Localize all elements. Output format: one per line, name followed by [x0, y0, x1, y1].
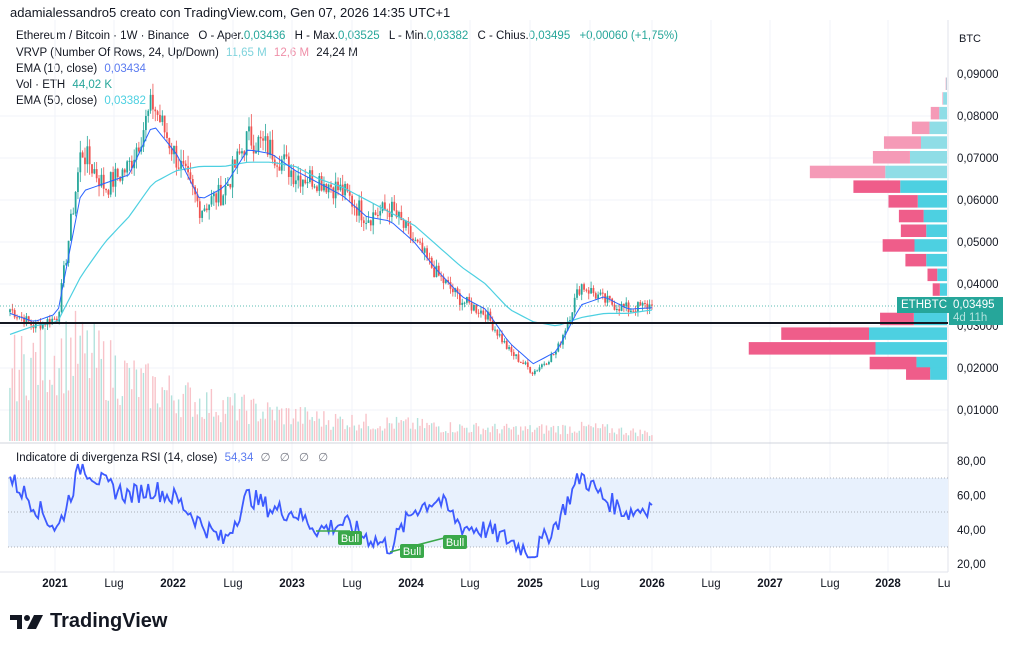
bull-label: Bull [341, 533, 359, 545]
price-tick: 0,04000 [957, 279, 999, 291]
volume-label: Vol · ETH [16, 79, 66, 91]
candlesticks [9, 83, 653, 377]
last-price-tag: 0,03495 4d 11h [949, 297, 1003, 325]
volume-value: 44,02 K [72, 79, 113, 91]
open-value: 0,03436 [243, 30, 286, 42]
close-label: C - Chius. [477, 30, 529, 42]
symbol-price-label: ETHBTC [897, 297, 951, 313]
tradingview-logo-icon [10, 614, 43, 629]
time-tick: Lug [820, 578, 839, 590]
rsi-tick: 40,00 [957, 525, 986, 537]
vrvp-label: VRVP (Number Of Rows, 24, Up/Down) [16, 47, 219, 59]
time-tick: Lu [938, 578, 951, 590]
low-value: 0,03382 [426, 30, 469, 42]
rsi-tick: 20,00 [957, 559, 986, 571]
time-tick: Lug [342, 578, 361, 590]
vrvp-total-value: 24,24 M [316, 47, 358, 59]
symbol-name: Ethereum / Bitcoin · 1W · Binance [16, 30, 190, 42]
ema50-legend[interactable]: EMA (50, close) 0,03382 [16, 95, 146, 107]
rsi-value: 54,34 [224, 452, 254, 464]
open-label: O - Aper. [198, 30, 244, 42]
time-tick: Lug [460, 578, 479, 590]
ema50-label: EMA (50, close) [16, 95, 98, 107]
vrvp-profile [748, 77, 947, 380]
ema10-line [9, 127, 653, 365]
rsi-tick: 80,00 [957, 456, 986, 468]
price-tick: 0,08000 [957, 111, 999, 123]
rsi-band-fill [8, 478, 948, 547]
price-tick: 0,06000 [957, 195, 999, 207]
time-tick: 2026 [639, 578, 665, 590]
time-tick: 2023 [279, 578, 305, 590]
ema10-value: 0,03434 [104, 63, 146, 75]
low-label: L - Min. [388, 30, 427, 42]
volume-bars [9, 310, 653, 441]
rsi-axis[interactable]: 80,00 60,00 40,00 20,00 [957, 456, 986, 571]
price-tick: 0,07000 [957, 153, 999, 165]
close-value: 0,03495 [528, 30, 571, 42]
vrvp-up-value: 11,65 M [226, 47, 267, 59]
bull-label: Bull [403, 546, 421, 558]
ema10-legend[interactable]: EMA (10, close) 0,03434 [16, 63, 146, 75]
rsi-legend[interactable]: Indicatore di divergenza RSI (14, close)… [16, 450, 331, 464]
time-tick: 2025 [517, 578, 543, 590]
price-axis-unit[interactable]: BTC [959, 33, 981, 45]
symbol-legend: Ethereum / Bitcoin · 1W · Binance O - Ap… [16, 30, 678, 42]
time-tick: 2028 [875, 578, 901, 590]
bull-divergence-markers: Bull Bull Bull [316, 530, 467, 558]
ema10-label: EMA (10, close) [16, 63, 98, 75]
rsi-label: Indicatore di divergenza RSI (14, close) [16, 452, 218, 464]
high-label: H - Max. [294, 30, 339, 42]
bar-countdown: 4d 11h [953, 312, 988, 324]
price-tick: 0,09000 [957, 69, 999, 81]
last-price-value: 0,03495 [953, 299, 995, 311]
high-value: 0,03525 [338, 30, 380, 42]
time-tick: 2027 [757, 578, 783, 590]
tradingview-logo-text: TradingView [50, 610, 168, 632]
change-value: +0,00060 (+1,75%) [579, 30, 678, 42]
time-tick: Lug [580, 578, 599, 590]
price-tick: 0,01000 [957, 405, 999, 417]
rsi-line [9, 463, 653, 559]
time-tick: Lug [223, 578, 242, 590]
rsi-extra-values: ∅ ∅ ∅ ∅ [260, 452, 332, 464]
chart-credit: adamialessandro5 creato con TradingView.… [10, 5, 451, 20]
time-tick: 2022 [160, 578, 186, 590]
price-tick: 0,05000 [957, 237, 999, 249]
time-tick: 2024 [398, 578, 424, 590]
time-tick: Lug [104, 578, 123, 590]
ema50-value: 0,03382 [104, 95, 146, 107]
tradingview-logo[interactable]: TradingView [10, 610, 167, 633]
price-axis[interactable]: 0,09000 0,08000 0,07000 0,06000 0,05000 0,040… [957, 69, 999, 417]
rsi-tick: 60,00 [957, 490, 986, 502]
volume-legend[interactable]: Vol · ETH 44,02 K [16, 79, 112, 91]
price-tick: 0,02000 [957, 363, 999, 375]
time-tick: Lug [701, 578, 720, 590]
time-axis[interactable]: 2021 Lug 2022 Lug 2023 Lug 2024 Lug 2025 Lug 2026 L… [42, 578, 950, 590]
time-tick: 2021 [42, 578, 68, 590]
bull-label: Bull [446, 537, 464, 549]
